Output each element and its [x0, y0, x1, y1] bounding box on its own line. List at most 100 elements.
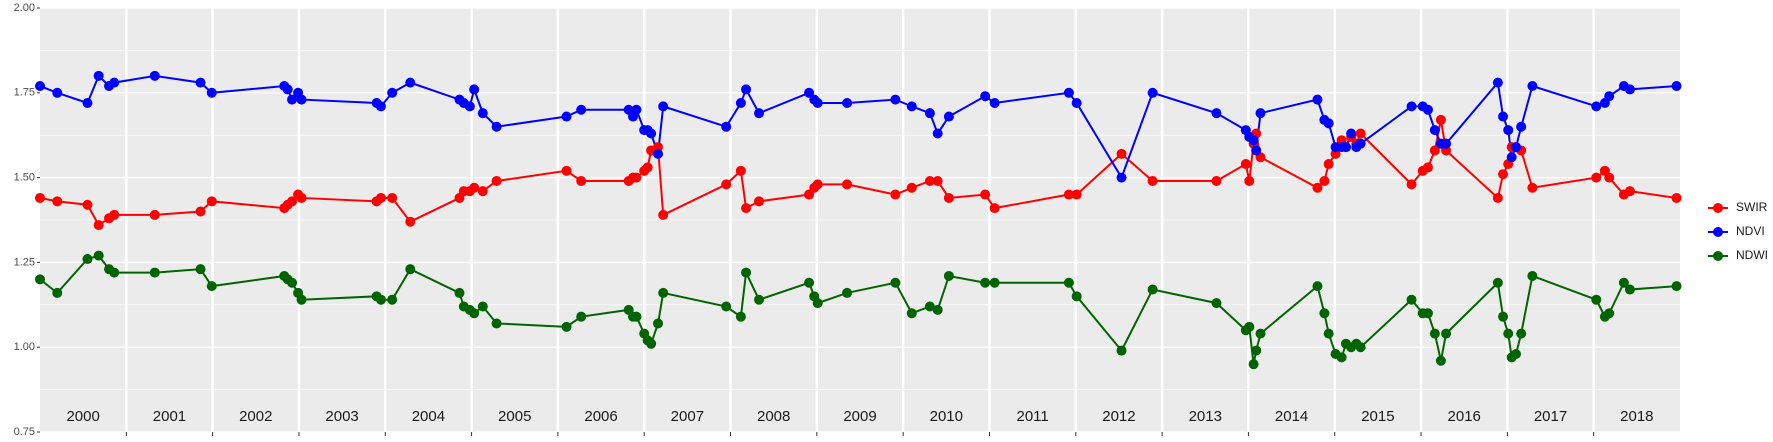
point — [980, 91, 991, 102]
point — [890, 189, 901, 200]
point — [741, 203, 752, 214]
point — [924, 301, 935, 312]
point — [1618, 277, 1629, 288]
point — [1248, 359, 1259, 370]
point — [1624, 186, 1635, 197]
point — [1422, 162, 1433, 173]
point — [206, 281, 217, 292]
point — [405, 216, 416, 227]
point — [93, 250, 104, 261]
point — [387, 192, 398, 203]
point — [906, 101, 917, 112]
point — [1244, 321, 1255, 332]
point — [469, 182, 480, 193]
legend-key — [1713, 227, 1723, 237]
point — [980, 189, 991, 200]
year-label: 2012 — [1102, 408, 1135, 425]
point — [804, 277, 815, 288]
point — [642, 162, 653, 173]
point — [943, 192, 954, 203]
point — [375, 294, 386, 305]
point — [1406, 294, 1417, 305]
marks — [35, 70, 1682, 370]
point — [1147, 284, 1158, 295]
point — [653, 318, 664, 329]
point — [1063, 189, 1074, 200]
point — [906, 182, 917, 193]
point — [1312, 94, 1323, 105]
grid: 0.75 1.00 1.25 1.50 1.75 2.00 2000 2001 2002 2003… — [14, 2, 1680, 438]
year-label: 2000 — [66, 408, 99, 425]
y-tick-label: 1.75 — [14, 87, 35, 99]
point — [906, 308, 917, 319]
point — [109, 267, 120, 278]
point — [109, 209, 120, 220]
point — [35, 274, 45, 285]
point — [1255, 108, 1266, 119]
year-label: 2007 — [671, 408, 704, 425]
point — [1147, 87, 1158, 98]
point — [1319, 175, 1330, 186]
point — [1671, 81, 1682, 92]
point — [1116, 345, 1127, 356]
point — [741, 84, 752, 95]
point — [93, 70, 104, 81]
point — [890, 94, 901, 105]
point — [561, 165, 572, 176]
point — [1429, 145, 1440, 156]
point — [1244, 175, 1255, 186]
point — [631, 311, 642, 322]
point — [658, 101, 669, 112]
point — [646, 128, 657, 139]
point — [405, 264, 416, 275]
point — [1336, 352, 1347, 363]
point — [1492, 277, 1503, 288]
point — [721, 121, 732, 132]
point — [1240, 159, 1251, 170]
point — [1323, 118, 1334, 129]
point — [296, 294, 307, 305]
point — [804, 87, 815, 98]
legend-key — [1713, 203, 1723, 213]
point — [1340, 142, 1351, 153]
point — [1355, 138, 1366, 149]
y-tick-label: 1.25 — [14, 256, 35, 268]
point — [287, 196, 298, 207]
point — [576, 104, 587, 115]
point — [658, 287, 669, 298]
year-label: 2015 — [1361, 408, 1394, 425]
point — [149, 209, 160, 220]
legend-label: NDVI — [1736, 224, 1765, 238]
y-tick-label: 1.50 — [14, 172, 35, 184]
point — [93, 220, 104, 231]
point — [1671, 281, 1682, 292]
point — [1429, 328, 1440, 339]
point — [741, 267, 752, 278]
point — [1503, 328, 1514, 339]
point — [842, 97, 853, 108]
point — [52, 287, 63, 298]
point — [1147, 175, 1158, 186]
point — [924, 108, 935, 119]
point — [405, 77, 416, 88]
point — [1211, 108, 1222, 119]
point — [812, 97, 823, 108]
point — [1071, 97, 1082, 108]
point — [646, 338, 657, 349]
point — [35, 81, 45, 92]
point — [195, 264, 206, 275]
point — [943, 270, 954, 281]
y-tick-label: 0.75 — [14, 426, 35, 438]
point — [1441, 138, 1452, 149]
point — [1506, 152, 1517, 163]
point — [1624, 84, 1635, 95]
point — [1063, 87, 1074, 98]
point — [735, 97, 746, 108]
point — [1071, 189, 1082, 200]
point — [1116, 148, 1127, 159]
point — [653, 148, 664, 159]
point — [754, 196, 765, 207]
year-label: 2011 — [1016, 408, 1048, 425]
point — [1406, 179, 1417, 190]
